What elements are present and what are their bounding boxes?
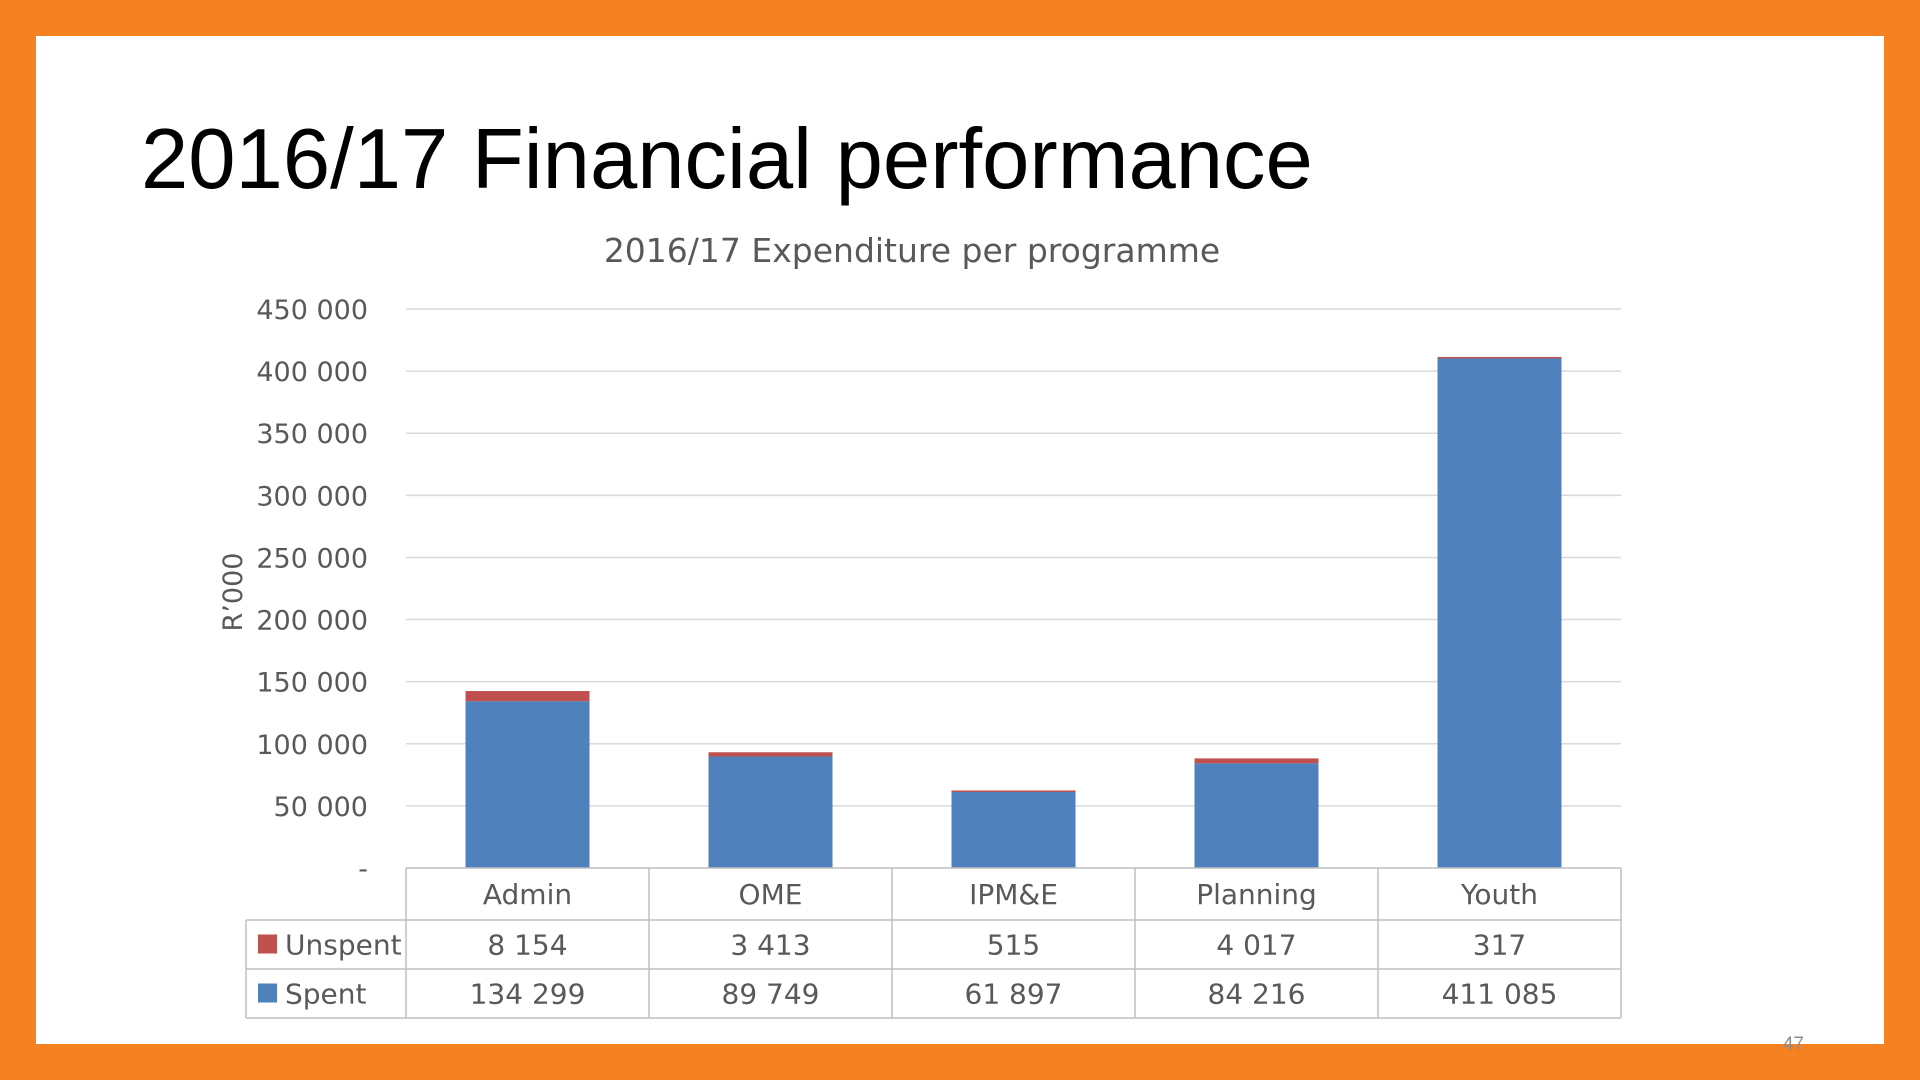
legend-key-unspent [258, 934, 277, 954]
slide: 2016/17 Financial performance [36, 36, 1884, 1044]
bar-spent [1437, 357, 1562, 868]
spent-value: 89 749 [722, 978, 820, 1011]
spent-value: 411 085 [1442, 978, 1558, 1011]
legend-label-unspent: Unspent [285, 929, 402, 962]
y-tick-label: 300 000 [256, 481, 368, 512]
y-tick-label: 150 000 [256, 668, 368, 699]
gridlines [406, 308, 1621, 807]
bar-spent [708, 756, 833, 868]
chart-title: 2016/17 Expenditure per programme [604, 231, 1220, 270]
y-tick-label: 100 000 [256, 730, 368, 761]
data-table: Admin 8 154 134 299 OME 3 413 89 749 IPM&E 515 6… [245, 867, 1622, 1019]
unspent-value: 4 017 [1216, 929, 1296, 962]
bar-unspent [1437, 356, 1562, 359]
spent-value: 134 299 [470, 978, 586, 1011]
unspent-value: 3 413 [730, 929, 810, 962]
bar-unspent [708, 752, 833, 757]
y-tick-label: 50 000 [274, 792, 368, 823]
category-label: OME [739, 878, 803, 911]
bar-unspent [465, 691, 590, 702]
bars [465, 356, 1562, 868]
spent-value: 61 897 [965, 978, 1063, 1011]
y-tick-label: 200 000 [256, 606, 368, 637]
unspent-value: 515 [987, 929, 1040, 962]
category-label: Admin [483, 878, 572, 911]
y-tick-label: 450 000 [256, 295, 368, 326]
category-label: Youth [1460, 878, 1538, 911]
bar-unspent [951, 790, 1076, 792]
legend-key-spent [258, 983, 277, 1003]
legend-label-spent: Spent [285, 978, 367, 1011]
spent-value: 84 216 [1208, 978, 1306, 1011]
page-number: 47 [1782, 1034, 1804, 1055]
y-tick-label: - [358, 854, 368, 885]
y-tick-labels: - 50 000 100 000 150 000 200 000 250 000 300 0… [256, 295, 368, 885]
category-label: IPM&E [969, 878, 1058, 911]
bar-spent [1194, 763, 1319, 868]
unspent-value: 317 [1473, 929, 1526, 962]
y-tick-label: 400 000 [256, 357, 368, 388]
bar-spent [465, 701, 590, 868]
y-tick-label: 250 000 [256, 543, 368, 574]
bar-spent [951, 791, 1076, 868]
slide-title: 2016/17 Financial performance [141, 112, 1313, 207]
y-axis-label: R’000 [218, 553, 249, 632]
category-label: Planning [1196, 878, 1317, 911]
bar-unspent [1194, 758, 1319, 764]
unspent-value: 8 154 [487, 929, 567, 962]
y-tick-label: 350 000 [256, 419, 368, 450]
